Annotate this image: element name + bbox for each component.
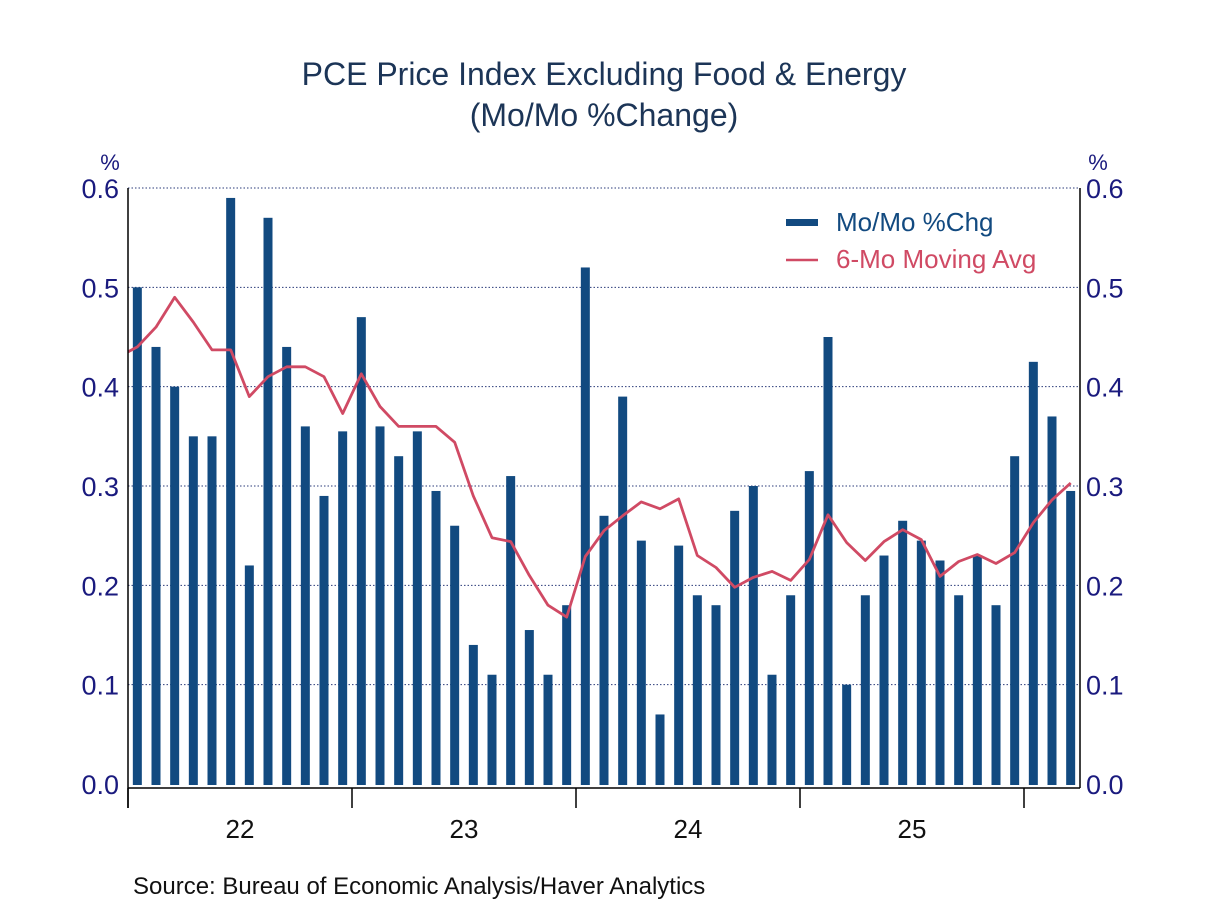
bar — [506, 476, 516, 785]
bar — [394, 456, 404, 785]
bar — [282, 346, 292, 785]
left-y-axis-ticks: 0.0 0.1 0.2 0.3 0.4 0.5 0.6 — [81, 174, 119, 800]
x-tick-label: 25 — [898, 814, 927, 844]
bar — [860, 595, 870, 785]
legend-swatch-bar — [786, 219, 818, 226]
y-tick-label-right: 0.6 — [1086, 174, 1124, 204]
bar — [879, 555, 889, 785]
bar — [823, 337, 833, 785]
bar — [151, 346, 161, 785]
bar — [263, 217, 273, 786]
x-tick-label: 24 — [674, 814, 703, 844]
bar — [786, 595, 796, 785]
bar — [356, 317, 366, 785]
bar — [487, 674, 497, 785]
bar — [692, 595, 702, 785]
bar — [580, 267, 590, 785]
bar — [1066, 490, 1076, 785]
bar — [207, 436, 217, 785]
bar — [972, 555, 982, 785]
y-tick-label-left: 0.5 — [81, 273, 119, 303]
line-series-6mo-moving-avg — [127, 295, 1072, 619]
y-tick-label-left: 0.3 — [81, 472, 119, 502]
bar — [767, 674, 777, 785]
legend-label-moving-avg: 6-Mo Moving Avg — [836, 244, 1036, 274]
bar — [898, 520, 908, 785]
y-tick-label-left: 0.4 — [81, 373, 119, 403]
moving-average-line — [127, 295, 1072, 619]
bar — [431, 490, 441, 785]
y-tick-label-left: 0.0 — [81, 770, 119, 800]
chart-title: PCE Price Index Excluding Food & Energy — [302, 56, 907, 92]
bar — [748, 486, 758, 785]
bar — [804, 471, 814, 785]
bar — [188, 436, 198, 785]
y-tick-label-left: 0.6 — [81, 174, 119, 204]
bar — [300, 426, 310, 785]
bar — [935, 560, 945, 785]
legend: Mo/Mo %Chg 6-Mo Moving Avg — [786, 207, 1036, 274]
y-tick-label-left: 0.1 — [81, 671, 119, 701]
bar — [1010, 456, 1020, 785]
bar — [450, 525, 460, 785]
source-note: Source: Bureau of Economic Analysis/Have… — [133, 873, 705, 900]
bar — [842, 684, 852, 785]
bar — [244, 565, 254, 785]
bar — [1047, 416, 1057, 785]
bar — [562, 605, 572, 785]
chart-subtitle: (Mo/Mo %Change) — [470, 97, 739, 133]
bar — [319, 495, 329, 785]
bar — [170, 386, 180, 785]
bar — [655, 714, 665, 785]
bar — [1028, 361, 1038, 785]
left-y-unit-label: % — [100, 150, 120, 175]
y-tick-label-right: 0.1 — [1086, 671, 1124, 701]
x-tick-label: 23 — [450, 814, 479, 844]
x-axis-ticks: 22 23 24 25 — [127, 788, 1025, 844]
bar — [375, 426, 385, 785]
bar — [338, 431, 348, 785]
right-y-unit-label: % — [1088, 150, 1108, 175]
bar — [674, 545, 684, 785]
y-tick-label-right: 0.2 — [1086, 571, 1124, 601]
right-y-axis-ticks: 0.0 0.1 0.2 0.3 0.4 0.5 0.6 — [1086, 174, 1124, 800]
bar — [711, 605, 721, 785]
y-tick-label-right: 0.5 — [1086, 273, 1124, 303]
bar — [954, 595, 964, 785]
bar — [599, 515, 609, 785]
bar — [543, 674, 553, 785]
bar — [618, 396, 628, 785]
y-tick-label-left: 0.2 — [81, 571, 119, 601]
bar — [524, 630, 534, 785]
bar — [730, 510, 740, 785]
bar — [916, 540, 926, 785]
legend-label-mo-mo-chg: Mo/Mo %Chg — [836, 207, 994, 237]
y-tick-label-right: 0.3 — [1086, 472, 1124, 502]
bar — [132, 287, 142, 785]
bar — [636, 540, 646, 785]
bar — [412, 431, 422, 785]
x-tick-label: 22 — [226, 814, 255, 844]
y-tick-label-right: 0.0 — [1086, 770, 1124, 800]
bar — [991, 605, 1001, 785]
bar — [468, 644, 478, 785]
bar — [226, 197, 236, 785]
bar-series-mo-mo-chg — [132, 197, 1076, 786]
y-tick-label-right: 0.4 — [1086, 373, 1124, 403]
